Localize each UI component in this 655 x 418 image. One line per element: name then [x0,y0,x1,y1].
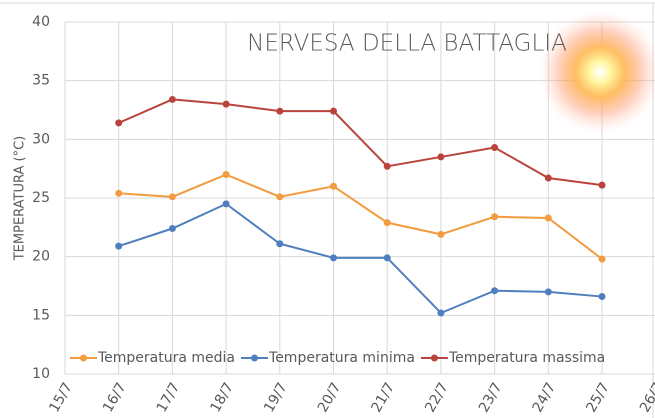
legend-label: Temperatura massima [448,350,605,366]
data-point [168,95,176,103]
y-tick-label: 30 [32,131,50,147]
series-line [118,173,603,260]
x-tick-label: 22/7 [422,380,452,415]
y-tick-label: 10 [32,366,50,382]
data-point [598,255,606,263]
data-point [437,230,445,238]
x-tick-label: 23/7 [476,380,506,415]
data-point [437,153,445,161]
data-point [330,107,337,115]
x-tick-label: 24/7 [530,380,560,415]
legend-swatch [80,354,87,362]
data-point [383,162,391,170]
y-tick-label: 20 [32,249,50,265]
sun-decoration [538,10,655,134]
x-tick-label: 19/7 [261,380,291,415]
data-point [491,287,499,295]
x-tick-label: 18/7 [207,380,237,415]
x-tick-label: 15/7 [46,380,76,415]
legend-label: Temperatura media [97,350,235,366]
data-point [544,214,552,222]
legend-swatch [251,354,259,362]
data-point [276,107,284,115]
y-tick-label: 25 [32,190,50,206]
data-point [222,171,230,179]
data-point [598,181,606,189]
data-point [544,288,552,296]
data-point [330,182,337,190]
data-point [598,293,606,301]
data-point [491,213,499,221]
data-point [276,193,284,201]
data-point [544,174,552,182]
data-point [168,225,176,233]
data-point [276,240,284,248]
data-point [383,219,391,227]
y-axis-label: TEMPERATURA (°C) [13,136,28,262]
data-point [222,100,230,108]
x-tick-label: 21/7 [369,380,399,415]
data-point [222,200,230,208]
data-point [168,193,176,201]
legend-swatch [430,354,438,362]
data-point [383,254,391,262]
data-point [115,242,123,250]
data-point [330,254,337,262]
x-tick-label: 17/7 [154,380,184,415]
series-line [118,202,603,315]
data-point [491,144,499,152]
data-point [437,309,445,317]
x-tick-label: 25/7 [583,380,613,415]
y-tick-label: 35 [32,73,50,89]
legend-label: Temperatura minima [268,350,415,366]
series-line [118,98,603,187]
y-tick-label: 40 [32,14,50,30]
x-tick-label: 26/7 [637,380,655,415]
y-tick-label: 15 [32,307,50,323]
data-point [115,189,123,197]
data-point [115,119,123,127]
chart-title: NERVESA DELLA BATTAGLIA [247,31,567,57]
x-tick-label: 20/7 [315,380,345,415]
x-tick-label: 16/7 [100,380,130,415]
